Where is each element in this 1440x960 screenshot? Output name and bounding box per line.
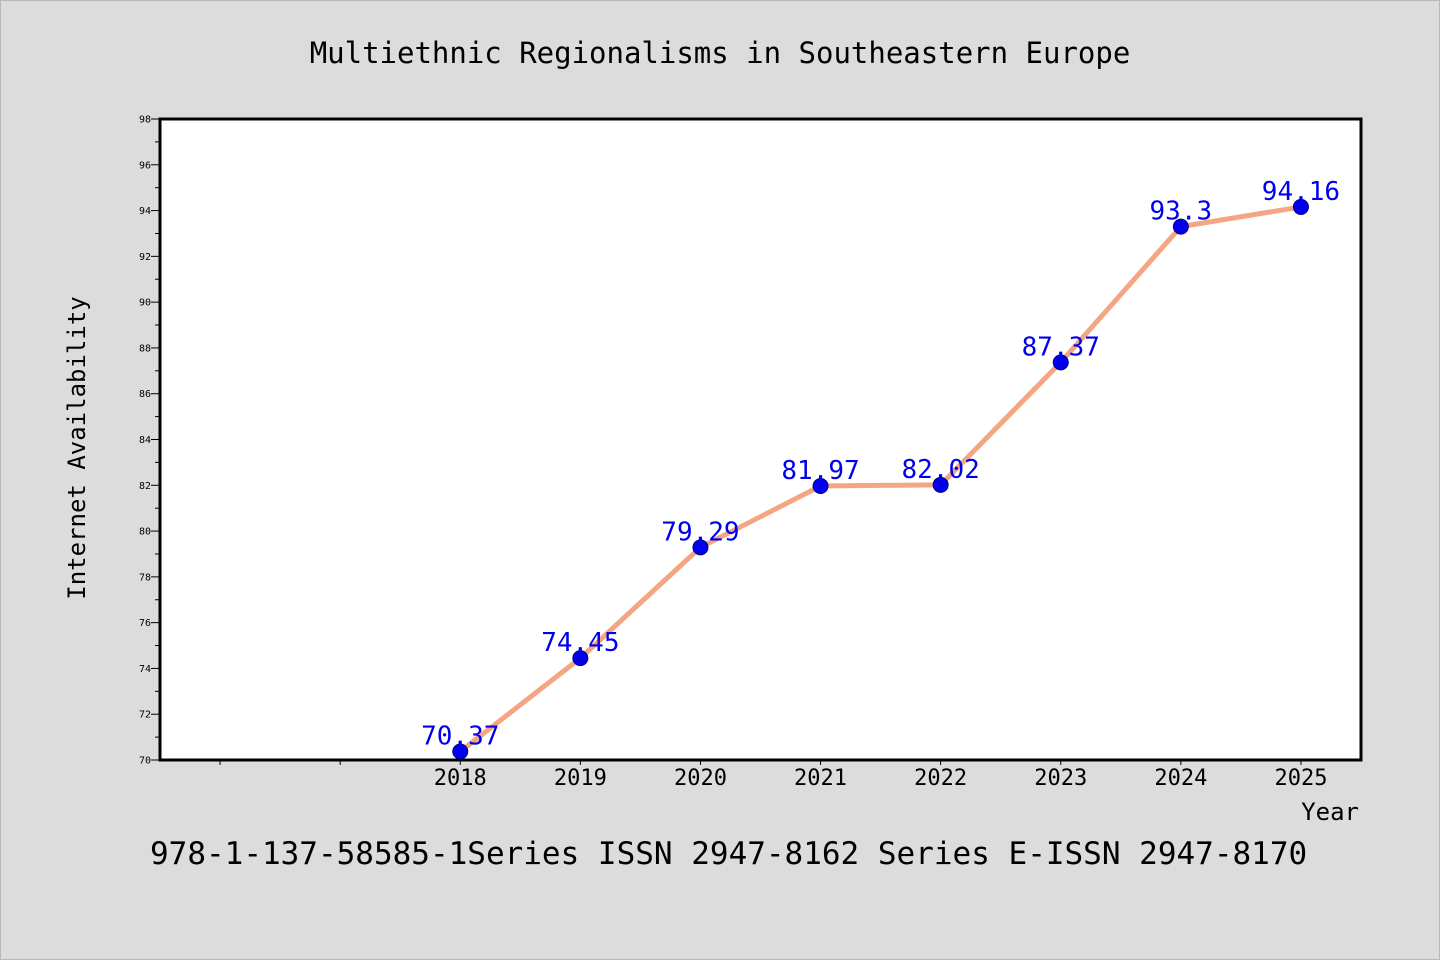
plot-area: [158, 117, 1363, 762]
data-point: [1052, 354, 1069, 371]
data-label: 81.97: [781, 456, 859, 486]
x-axis-label: Year: [1301, 798, 1359, 826]
data-point: [572, 650, 589, 667]
x-tick-label: 2020: [674, 766, 727, 791]
data-label: 94.16: [1262, 177, 1340, 207]
y-tick-label: 70: [139, 756, 151, 767]
y-tick-label: 72: [139, 710, 151, 721]
y-tick-label: 94: [139, 206, 151, 217]
x-tick-label: 2018: [434, 766, 487, 791]
x-tick-label: 2022: [914, 766, 967, 791]
y-tick-label: 74: [139, 664, 151, 675]
data-label: 87.37: [1022, 332, 1100, 362]
data-label: 74.45: [541, 628, 619, 658]
data-point: [932, 476, 949, 493]
data-point: [812, 477, 829, 494]
data-label: 93.3: [1150, 197, 1213, 227]
y-tick-label: 82: [139, 481, 151, 492]
x-tick-label: 2019: [554, 766, 607, 791]
y-tick-label: 78: [139, 572, 151, 583]
series-line: [457, 204, 1304, 755]
y-tick-label: 88: [139, 343, 151, 354]
data-label: 70.37: [421, 722, 499, 752]
data-point: [452, 743, 469, 760]
chart-title: Multiethnic Regionalisms in Southeastern…: [310, 36, 1131, 70]
x-tick-label: 2024: [1154, 766, 1207, 791]
x-tick-label: 2023: [1034, 766, 1087, 791]
y-tick-label: 96: [139, 160, 151, 171]
y-tick-label: 84: [139, 435, 151, 446]
data-point: [1292, 198, 1309, 215]
y-axis: 70 72 74 76 78 80 82 84 86 88 90 92 94 96 98: [139, 115, 160, 767]
y-tick-label: 80: [139, 527, 151, 538]
y-tick-label: 98: [139, 115, 151, 126]
x-tick-label: 2025: [1274, 766, 1327, 791]
y-tick-label: 92: [139, 252, 151, 263]
series: 70.37 74.45 79.29 81.97 82.02 87.37 93.3 94.16: [421, 177, 1340, 760]
footer-text: 978-1-137-58585-1Series ISSN 2947-8162 S…: [150, 836, 1307, 872]
y-axis-label: Internet Availability: [63, 296, 91, 599]
data-point: [1172, 218, 1189, 235]
x-axis: 2018 2019 2020 2021 2022 2023 2024 2025: [219, 760, 1327, 791]
data-label: 82.02: [902, 455, 980, 485]
data-label: 79.29: [661, 517, 739, 547]
y-tick-label: 76: [139, 618, 151, 629]
y-tick-label: 86: [139, 389, 151, 400]
x-tick-label: 2021: [794, 766, 847, 791]
y-tick-label: 90: [139, 298, 151, 309]
data-point: [692, 539, 709, 556]
